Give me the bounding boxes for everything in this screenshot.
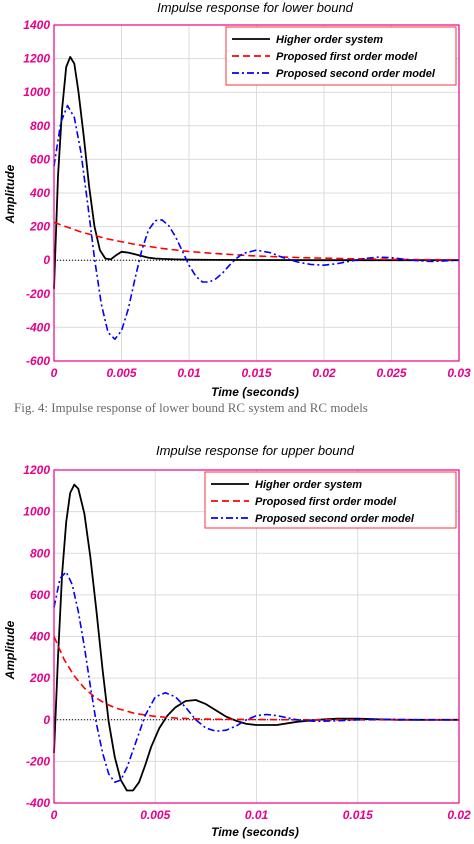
legend-label: Higher order system — [276, 34, 383, 46]
x-tick-label: 0.005 — [140, 808, 170, 822]
higher-order-system-series-line — [53, 56, 459, 289]
y-tick-label: 600 — [30, 588, 50, 602]
y-tick-label: 600 — [30, 152, 50, 166]
chart-upper-bound: Impulse response for upper bound 0 0.005 0… — [3, 443, 471, 839]
plot-area: 0 0.005 0.01 0.015 0.02 -400 -200 0 200 400 600 800… — [23, 463, 471, 822]
y-axis-label: Amplitude — [3, 620, 17, 680]
x-axis-label: Time (seconds) — [211, 825, 299, 839]
proposed-second-order-model-series-line — [53, 104, 460, 341]
caption-fragment: Fig. 4: Impulse response of lower bound … — [14, 400, 368, 415]
x-tick-label: 0.015 — [241, 366, 271, 380]
chart-lower-bound: Impulse response for lower bound 0 0.005 0… — [3, 0, 471, 399]
chart-title: Impulse response for lower bound — [157, 0, 354, 15]
y-tick-label: 1200 — [23, 463, 50, 477]
plot-border — [53, 469, 460, 804]
x-tick-label: 0.01 — [245, 808, 269, 822]
y-tick-label: 800 — [30, 119, 50, 133]
y-axis-label: Amplitude — [3, 164, 17, 224]
y-tick-label: -200 — [26, 754, 50, 768]
chart-title: Impulse response for upper bound — [156, 443, 355, 458]
y-tick-label: 1200 — [23, 52, 50, 66]
y-tick-label: -400 — [26, 320, 50, 334]
legend-label: Proposed second order model — [255, 513, 415, 525]
y-tick-label: 800 — [30, 546, 50, 560]
x-axis-label: Time (seconds) — [211, 385, 299, 399]
x-tick-label: 0.005 — [106, 366, 136, 380]
y-tick-label: 200 — [29, 220, 50, 234]
plot-border — [53, 24, 460, 362]
proposed-second-order-model-series-line — [53, 571, 459, 784]
x-tick-label: 0.025 — [376, 366, 406, 380]
x-tick-label: 0.02 — [447, 808, 471, 822]
y-tick-label: -600 — [26, 354, 50, 368]
x-tick-label: 0 — [51, 366, 58, 380]
y-tick-label: 1000 — [23, 505, 50, 519]
x-tick-label: 0.015 — [343, 808, 373, 822]
x-tick-label: 0.03 — [447, 366, 471, 380]
x-tick-label: 0.02 — [312, 366, 336, 380]
y-tick-label: 1400 — [23, 18, 50, 32]
y-tick-label: -400 — [26, 796, 50, 810]
legend-label: Proposed second order model — [276, 68, 436, 80]
plot-area: 0 0.005 0.01 0.015 0.02 0.025 0.03 -600 -400 -200… — [23, 18, 471, 380]
y-tick-label: 400 — [29, 186, 50, 200]
legend: Higher order system Proposed first order … — [225, 26, 457, 86]
legend: Higher order system Proposed first order … — [204, 471, 457, 529]
legend-label: Higher order system — [255, 479, 362, 491]
legend-label: Proposed first order model — [276, 51, 418, 63]
y-tick-label: 0 — [43, 253, 50, 267]
legend-label: Proposed first order model — [255, 496, 397, 508]
y-tick-label: 0 — [43, 713, 50, 727]
legend-box — [225, 26, 457, 86]
y-tick-label: -200 — [26, 287, 50, 301]
y-tick-label: 1000 — [23, 85, 50, 99]
y-tick-label: 200 — [29, 671, 50, 685]
x-tick-label: 0 — [51, 808, 58, 822]
x-tick-label: 0.01 — [177, 366, 201, 380]
y-tick-label: 400 — [29, 630, 50, 644]
